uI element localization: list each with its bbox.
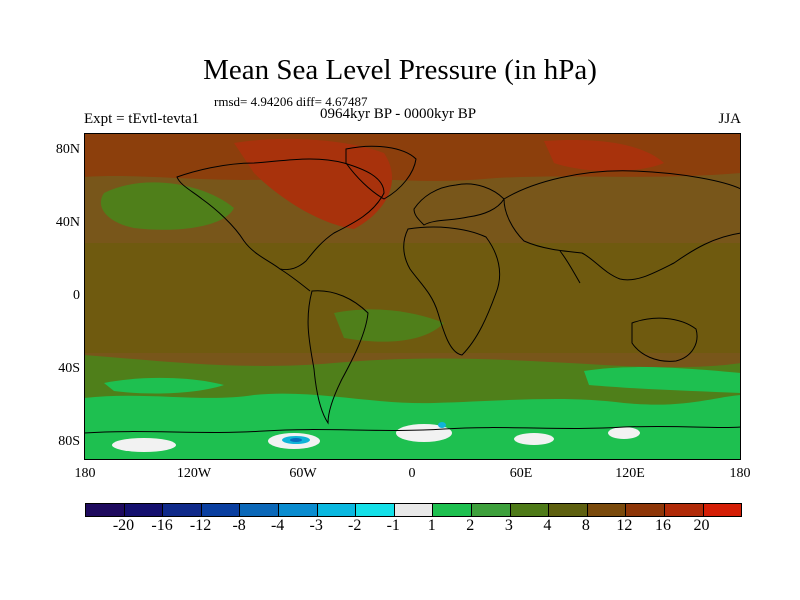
y-tick-0: 0 — [73, 288, 80, 303]
field-white-patch-5 — [608, 427, 640, 439]
colorbar-label: -2 — [348, 517, 362, 534]
colorbar-label: 20 — [693, 517, 710, 534]
x-tick-120e: 120E — [615, 466, 645, 481]
colorbar-swatch — [163, 504, 202, 516]
colorbar-label: 1 — [427, 517, 436, 534]
field-white-patch-3 — [396, 424, 452, 442]
colorbar-swatch — [510, 504, 550, 516]
field-cyan-dot — [438, 422, 446, 428]
colorbar-label: -20 — [112, 517, 135, 534]
colorbar-swatch — [240, 504, 279, 516]
colorbar-swatch — [86, 504, 125, 516]
colorbar-swatch — [433, 504, 472, 516]
x-tick-180w: 180 — [74, 466, 96, 481]
pressure-map — [84, 133, 741, 460]
coast-south-america — [307, 290, 369, 425]
colorbar-swatch — [664, 504, 704, 516]
coast-africa — [403, 226, 501, 356]
colorbar-label: 12 — [616, 517, 633, 534]
colorbar-label: 8 — [581, 517, 590, 534]
coast-asia — [503, 170, 741, 281]
colorbar-swatch — [278, 504, 318, 516]
coast-europe — [413, 183, 505, 226]
y-tick-80s: 80S — [58, 434, 80, 449]
stats-label: rmsd= 4.94206 diff= 4.67487 — [214, 94, 368, 109]
chart-title: Mean Sea Level Pressure (in hPa) — [203, 54, 597, 86]
period-label: 0964kyr BP - 0000kyr BP — [320, 106, 477, 122]
field-white-patch-1 — [112, 438, 176, 452]
colorbar-label: 16 — [654, 517, 671, 534]
field-white-patch-4 — [514, 433, 554, 445]
experiment-label: Expt = tEvtl-tevta1 — [84, 111, 200, 127]
colorbar-swatch — [394, 504, 434, 516]
field-siberia-peak — [544, 139, 664, 172]
field-north-pacific-green — [100, 182, 234, 230]
x-tick-180e: 180 — [729, 466, 751, 481]
colorbar-swatch — [549, 504, 588, 516]
colorbar-swatch — [626, 504, 665, 516]
field-antarctic-light-green-2 — [104, 377, 224, 394]
season-label: JJA — [718, 111, 741, 127]
coast-central-america — [279, 268, 311, 292]
colorbar — [85, 503, 742, 517]
colorbar-label: -12 — [189, 517, 212, 534]
colorbar-swatch — [201, 504, 241, 516]
x-tick-60w: 60W — [289, 466, 317, 481]
y-tick-80n: 80N — [55, 142, 80, 157]
y-tick-40n: 40N — [55, 215, 80, 230]
colorbar-swatch — [356, 504, 395, 516]
coast-india — [559, 250, 581, 284]
colorbar-label: -8 — [232, 517, 246, 534]
colorbar-label: 4 — [543, 517, 552, 534]
colorbar-label: 2 — [466, 517, 475, 534]
coast-australia — [631, 317, 698, 362]
coastlines — [84, 145, 741, 434]
colorbar-label: -16 — [151, 517, 173, 534]
x-tick-0: 0 — [408, 466, 416, 481]
field-blue-core — [290, 438, 302, 442]
colorbar-swatch — [317, 504, 357, 516]
coast-north-america — [176, 158, 385, 271]
coast-greenland — [345, 145, 417, 200]
colorbar-label: -4 — [270, 517, 285, 534]
colorbar-label: 3 — [504, 517, 513, 534]
field-n-atlantic-green — [334, 309, 444, 342]
colorbar-swatch — [471, 504, 511, 516]
colorbar-swatch — [124, 504, 164, 516]
colorbar-label: -1 — [386, 517, 400, 534]
coast-antarctica — [84, 425, 741, 434]
colorbar-swatch — [587, 504, 627, 516]
colorbar-swatch — [703, 504, 742, 516]
x-tick-60e: 60E — [509, 466, 533, 481]
colorbar-label: -3 — [309, 517, 323, 534]
y-tick-40s: 40S — [58, 361, 80, 376]
field-antarctic-light-green-3 — [584, 367, 741, 393]
x-tick-120w: 120W — [176, 466, 212, 481]
